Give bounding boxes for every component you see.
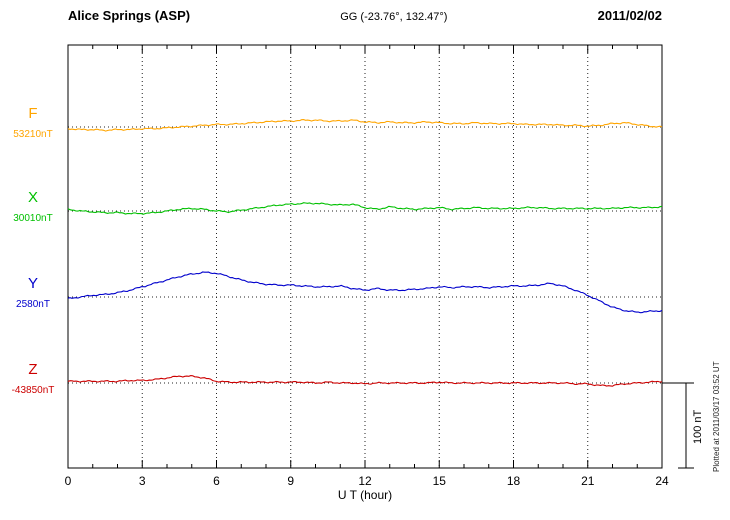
x-axis-label: U T (hour) bbox=[337, 488, 393, 502]
plot-border bbox=[67, 44, 663, 469]
plotted-at-note: Plotted at 2011/03/17 03:52 UT bbox=[712, 361, 721, 472]
plot-date: 2011/02/02 bbox=[597, 8, 662, 23]
x-tick-label: 18 bbox=[507, 474, 521, 488]
series-F-baseline-value: 53210nT bbox=[13, 129, 53, 140]
series-Y-label: Y bbox=[27, 275, 38, 292]
x-tick-label: 3 bbox=[139, 474, 146, 488]
series-F-label: F bbox=[28, 105, 38, 122]
scale-bar-label: 100 nT bbox=[692, 409, 704, 445]
x-tick-label: 21 bbox=[581, 474, 595, 488]
trace-X bbox=[67, 202, 663, 215]
station-title: Alice Springs (ASP) bbox=[68, 8, 191, 23]
x-tick-label: 6 bbox=[213, 474, 220, 488]
x-tick-label: 12 bbox=[358, 474, 372, 488]
geographic-coordinates: GG (-23.76°, 132.47°) bbox=[340, 11, 448, 23]
trace-Z bbox=[67, 375, 663, 387]
x-tick-label: 9 bbox=[287, 474, 294, 488]
header-row: Alice Springs (ASP) GG (-23.76°, 132.47°… bbox=[68, 8, 662, 23]
trace-Y bbox=[67, 271, 663, 314]
series-X-label: X bbox=[27, 189, 38, 206]
series-Z-baseline-value: -43850nT bbox=[11, 385, 55, 396]
series-X-baseline-value: 30010nT bbox=[13, 213, 53, 224]
series-Z-label: Z bbox=[28, 361, 38, 378]
x-tick-label: 0 bbox=[65, 474, 72, 488]
trace-F bbox=[67, 119, 663, 132]
x-tick-label: 15 bbox=[433, 474, 447, 488]
series-Y-baseline-value: 2580nT bbox=[16, 299, 50, 310]
x-tick-label: 24 bbox=[655, 474, 669, 488]
